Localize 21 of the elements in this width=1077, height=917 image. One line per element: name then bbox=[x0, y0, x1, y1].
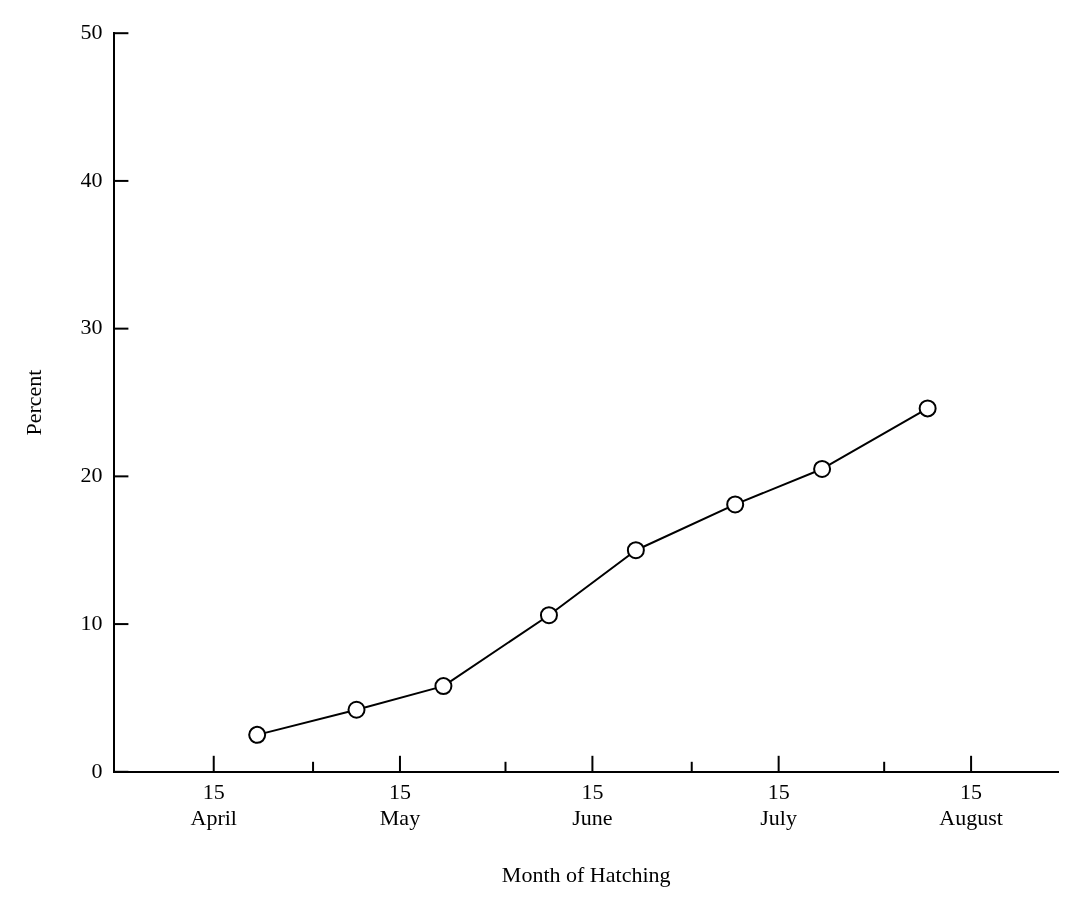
y-tick-label: 20 bbox=[80, 462, 103, 488]
x-tick-label: 15 May bbox=[379, 778, 421, 831]
point bbox=[813, 459, 832, 478]
x-tick-label: 15 July bbox=[760, 778, 797, 831]
x-tick-label: 15 April bbox=[190, 778, 237, 831]
y-tick-label: 10 bbox=[80, 609, 103, 635]
y-tick-label: 30 bbox=[80, 314, 103, 340]
x-axis-title: Month of Hatching bbox=[501, 861, 671, 887]
point bbox=[726, 495, 745, 514]
point bbox=[539, 606, 558, 625]
y-tick-label: 40 bbox=[80, 166, 103, 192]
point bbox=[918, 399, 937, 418]
x-tick-label: 15 August bbox=[939, 778, 1003, 831]
point bbox=[434, 677, 453, 696]
point bbox=[248, 725, 267, 744]
y-tick-label: 50 bbox=[80, 18, 103, 44]
y-axis-title: Percent bbox=[20, 369, 46, 436]
x-tick-label: 15 June bbox=[572, 778, 613, 831]
point bbox=[347, 700, 366, 719]
point bbox=[626, 541, 645, 560]
y-tick-label: 0 bbox=[91, 757, 103, 783]
